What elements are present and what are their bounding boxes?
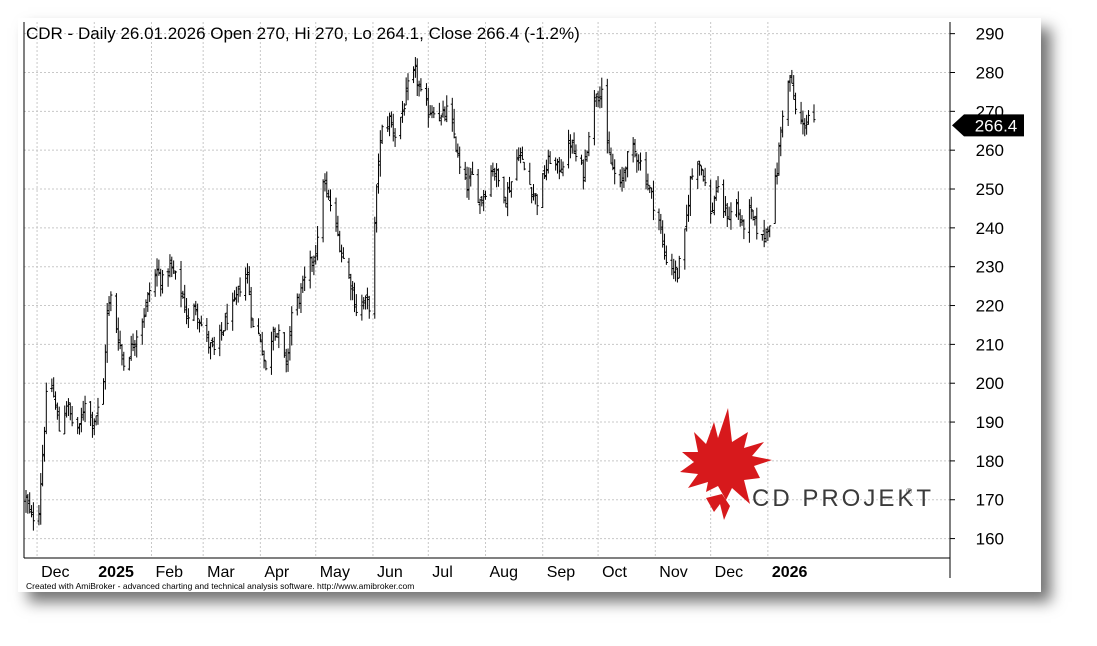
x-tick-label: Feb <box>155 564 183 581</box>
ohlc-bars <box>24 57 816 531</box>
y-tick-label: 240 <box>976 219 1004 238</box>
x-tick-label: Jul <box>432 564 452 581</box>
y-tick-label: 290 <box>976 25 1004 44</box>
y-tick-label: 220 <box>976 297 1004 316</box>
axes <box>23 22 955 578</box>
last-price-label-background <box>952 114 1024 137</box>
y-tick-labels: 1601701801902002102202302402502602702802… <box>976 25 1004 549</box>
y-tick-label: 190 <box>976 413 1004 432</box>
x-tick-label: 2026 <box>772 564 808 581</box>
red-bird-icon <box>680 408 772 520</box>
x-tick-label: Oct <box>602 564 627 581</box>
last-price-label: 266.4 <box>975 116 1018 135</box>
x-tick-label: Sep <box>547 564 576 581</box>
y-tick-label: 200 <box>976 374 1004 393</box>
chart-background <box>18 18 1041 592</box>
x-tick-label: 2025 <box>98 564 134 581</box>
y-tick-label: 170 <box>976 491 1004 510</box>
y-tick-label: 260 <box>976 141 1004 160</box>
y-tick-label: 230 <box>976 258 1004 277</box>
y-tick-label: 250 <box>976 180 1004 199</box>
price-chart: 1601701801902002102202302402502602702802… <box>18 18 1041 592</box>
y-tick-label: 210 <box>976 335 1004 354</box>
grid-lines <box>24 22 950 558</box>
x-tick-label: Jun <box>377 564 403 581</box>
x-tick-labels: Dec 2025 Feb Mar Apr May Jun Jul Aug Sep Oct Nov Dec… <box>41 564 807 581</box>
chart-frame: 160 170 180 190 200 210 220 230 240 250 260 270 280 2… <box>18 18 1041 592</box>
y-tick-label: 180 <box>976 452 1004 471</box>
x-tick-label: Mar <box>207 564 235 581</box>
x-tick-label: Dec <box>715 564 743 581</box>
logo-wordmark: CD PROJEKT <box>752 485 934 512</box>
footer-credit: Created with AmiBroker - advanced charti… <box>26 581 414 591</box>
y-tick-label: 280 <box>976 63 1004 82</box>
x-tick-label: Dec <box>41 564 69 581</box>
cd-projekt-logo: CD PROJEKT ® <box>680 408 934 520</box>
x-tick-label: Nov <box>659 564 687 581</box>
chart-title: CDR - Daily 26.01.2026 Open 270, Hi 270,… <box>26 24 580 43</box>
x-tick-label: May <box>320 564 350 581</box>
y-tick-label: 160 <box>976 530 1004 549</box>
logo-registered-mark: ® <box>906 487 912 496</box>
x-tick-label: Aug <box>490 564 518 581</box>
last-price-marker: 266.4 <box>952 114 1024 137</box>
x-tick-label: Apr <box>264 564 290 581</box>
